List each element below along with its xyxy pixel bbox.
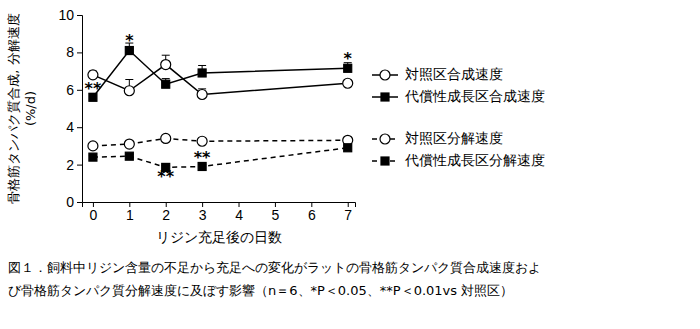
point	[343, 78, 353, 88]
x-tick: 3	[199, 202, 207, 223]
y-tick: 6	[66, 82, 82, 98]
legend-entry: 代償性成長区分解速度	[372, 152, 545, 168]
y-tick-label: 2	[66, 157, 74, 173]
y-tick-mark	[77, 202, 82, 203]
chart: 0 2 4 6 8 10 0 1 2 3 4 5 6 7 リジン充足後の日数 骨格筋タンパク質合成, 分解速度…	[0, 0, 700, 329]
y-axis-title-line: 骨格筋タンパク質合成, 分解速度	[6, 13, 21, 203]
series-line	[93, 51, 348, 98]
y-tick-label: 10	[58, 7, 74, 23]
y-tick-label: 6	[66, 82, 74, 98]
point	[125, 152, 133, 160]
significance-mark: *	[125, 31, 134, 50]
series	[88, 133, 353, 150]
y-tick-mark	[77, 127, 82, 128]
error-bar-cap	[198, 65, 206, 66]
legend-label: 代償性成長区分解速度	[404, 152, 545, 168]
x-axis: 0 1 2 3 4 5 6 7	[83, 202, 356, 223]
annotations: ********	[85, 31, 353, 187]
x-tick: 4	[235, 202, 243, 223]
legend-entry: 代償性成長区合成速度	[372, 88, 545, 104]
point	[162, 80, 170, 88]
x-tick-label: 0	[90, 207, 98, 223]
y-tick: 4	[66, 119, 82, 135]
point	[197, 136, 207, 146]
legend-label: 対照区分解速度	[405, 130, 503, 146]
series	[89, 144, 352, 172]
point	[161, 60, 171, 70]
x-tick-label: 5	[272, 207, 280, 223]
legend-entry: 対照区合成速度	[372, 66, 503, 82]
error-bar-cap	[162, 55, 170, 56]
x-tick: 2	[162, 202, 170, 223]
x-tick-label: 2	[162, 207, 170, 223]
point	[88, 141, 98, 151]
point	[89, 153, 97, 161]
point	[197, 89, 207, 99]
point	[124, 86, 134, 96]
significance-mark: **	[157, 167, 174, 186]
series	[89, 43, 352, 101]
y-tick-mark	[77, 90, 82, 91]
significance-mark: **	[85, 79, 102, 98]
x-tick-label: 4	[235, 207, 243, 223]
y-tick-label: 8	[66, 44, 74, 60]
legend-marker	[381, 93, 389, 101]
y-tick-mark	[77, 52, 82, 53]
error-bar-cap	[125, 79, 133, 80]
point	[344, 144, 352, 152]
x-tick-label: 3	[199, 207, 207, 223]
caption-line: 図１．飼料中リジン含量の不足から充足への変化がラットの骨格筋タンパク質合成速度お…	[8, 260, 541, 275]
point	[198, 69, 206, 77]
x-tick: 5	[272, 202, 280, 223]
legend-label: 対照区合成速度	[405, 66, 503, 82]
error-bar-cap	[162, 78, 170, 79]
y-tick: 8	[66, 44, 82, 60]
significance-mark: **	[194, 148, 211, 167]
plot-area	[88, 43, 353, 171]
y-axis-title-line: (%/d)	[23, 91, 38, 126]
legend-marker	[381, 157, 389, 165]
legend-marker	[380, 134, 390, 144]
y-axis-line	[77, 16, 83, 203]
y-axis-title: 骨格筋タンパク質合成, 分解速度(%/d)	[6, 13, 38, 203]
x-axis-title: リジン充足後の日数	[156, 229, 282, 245]
x-tick: 0	[90, 202, 98, 223]
y-tick-label: 4	[66, 119, 74, 135]
x-tick-label: 7	[344, 207, 352, 223]
legend-marker	[380, 70, 390, 80]
legend-entry: 対照区分解速度	[372, 130, 503, 146]
x-tick-label: 1	[126, 207, 134, 223]
x-tick: 1	[126, 202, 134, 223]
x-tick-label: 6	[308, 207, 316, 223]
series	[88, 55, 353, 99]
point	[124, 139, 134, 149]
point	[161, 133, 171, 143]
y-tick: 0	[66, 194, 82, 210]
legend: 対照区合成速度代償性成長区合成速度対照区分解速度代償性成長区分解速度	[372, 66, 545, 168]
y-tick-mark	[77, 15, 82, 16]
caption: 図１．飼料中リジン含量の不足から充足への変化がラットの骨格筋タンパク質合成速度お…	[8, 260, 541, 298]
y-tick: 2	[66, 157, 82, 173]
y-tick: 10	[58, 7, 82, 23]
y-tick-label: 0	[66, 194, 74, 210]
significance-mark: *	[344, 49, 353, 68]
x-tick: 6	[308, 202, 316, 223]
y-axis: 0 2 4 6 8 10	[58, 7, 82, 210]
caption-line: び骨格筋タンパク質分解速度に及ぼす影響（n＝6、*P＜0.05、**P＜0.01…	[8, 283, 513, 298]
y-tick-mark	[77, 165, 82, 166]
series-line	[93, 148, 348, 168]
legend-label: 代償性成長区合成速度	[404, 88, 545, 104]
x-tick: 7	[344, 202, 352, 223]
